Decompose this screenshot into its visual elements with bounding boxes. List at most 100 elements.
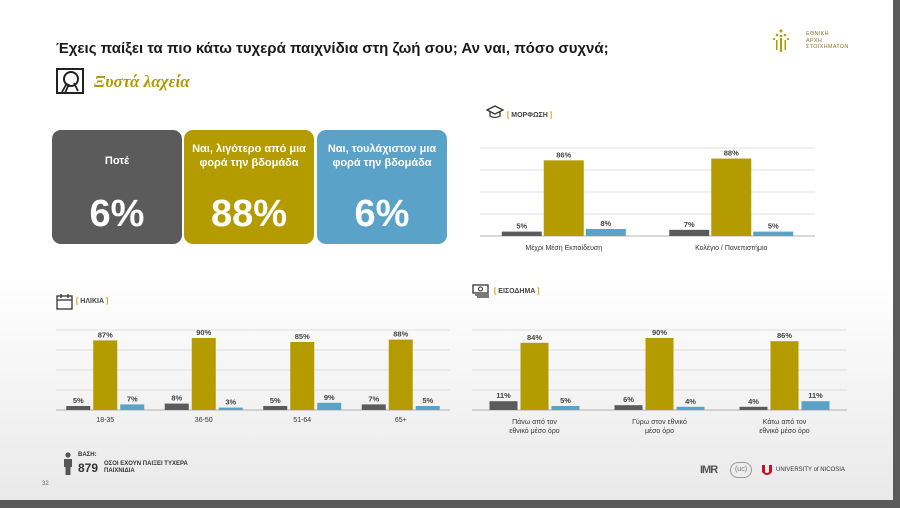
category-label: Γύρω στον εθνικό (632, 418, 687, 426)
data-label: 6% (623, 395, 634, 404)
bar (801, 401, 830, 410)
data-label: 4% (685, 397, 696, 406)
data-label: 88% (393, 330, 408, 339)
calendar-icon (56, 294, 73, 310)
uc-logo: (uc) (730, 462, 752, 478)
data-label: 8% (171, 394, 182, 403)
summary-never-label: Ποτέ (104, 155, 130, 167)
bar (585, 228, 626, 236)
data-label: 86% (777, 331, 792, 340)
bar (66, 406, 91, 410)
data-label: 7% (127, 394, 138, 403)
bar (317, 402, 342, 410)
summary-less-than-weekly-label: Ναι, λιγότερο από μια φορά την βδομάδα (192, 143, 306, 169)
bar (739, 406, 768, 410)
data-label: 3% (225, 398, 236, 407)
summary-weekly-box: Ναι, τουλάχιστον μια φορά την βδομάδα 6% (317, 130, 447, 244)
data-label: 85% (295, 332, 310, 341)
category-label: 51-64 (293, 417, 311, 424)
bar (669, 229, 710, 236)
bar (120, 404, 145, 410)
data-label: 87% (98, 330, 113, 339)
data-label: 86% (556, 150, 571, 159)
bar (263, 406, 288, 410)
base-count: 879 (78, 461, 99, 475)
summary-less-than-weekly-box: Ναι, λιγότερο από μια φορά την βδομάδα 8… (184, 130, 314, 244)
university-logo-icon (762, 465, 772, 475)
money-stack-icon (472, 284, 489, 298)
data-label: 90% (196, 328, 211, 337)
slide: { "title": "Έχεις παίξει τα πιο κάτω τυχ… (0, 0, 893, 500)
income-section-label: [ ΕΙΣΟΔΗΜΑ ] (494, 288, 540, 295)
brand-line-3: ΣΤΟΙΧΗΜΑΤΩΝ (806, 44, 849, 50)
bar (753, 231, 794, 236)
bar (501, 231, 542, 236)
bar (361, 404, 386, 410)
brand-logo: ΕΘΝΙΚΗ ΑΡΧΗ ΣΤΟΙΧΗΜΑΤΩΝ (770, 28, 860, 58)
scratch-card-icon (56, 68, 84, 94)
graduation-cap-icon (486, 105, 504, 119)
education-section-text: ΜΟΡΦΩΣΗ (511, 112, 548, 119)
data-label: 5% (516, 222, 527, 231)
person-icon (64, 452, 72, 475)
game-title: Ξυστά λαχεία (94, 72, 190, 91)
data-label: 8% (600, 219, 611, 228)
data-label: 11% (496, 391, 511, 400)
category-label: Πάνω από τον (512, 418, 557, 426)
data-label: 5% (560, 396, 571, 405)
category-label: Κάτω από τον (763, 418, 807, 426)
brand-text: ΕΘΝΙΚΗ ΑΡΧΗ ΣΤΟΙΧΗΜΑΤΩΝ (806, 31, 849, 51)
data-label: 5% (270, 396, 281, 405)
category-label: 65+ (395, 417, 407, 424)
data-label: 84% (527, 333, 542, 342)
brand-line-1: ΕΘΝΙΚΗ (806, 31, 829, 37)
brand-emblem-icon (772, 29, 790, 52)
data-label: 5% (422, 396, 433, 405)
data-label: 7% (684, 220, 695, 229)
data-label: 90% (652, 328, 667, 337)
bar (711, 158, 752, 236)
bar (676, 406, 705, 410)
bar (489, 401, 518, 410)
base-description: ΟΣΟΙ ΕΧΟΥΝ ΠΑΙΞΕΙ ΤΥΧΕΡΑ ΠΑΙΧΝΙΔΙΑ (104, 461, 188, 474)
bar (614, 405, 643, 410)
brand-line-2: ΑΡΧΗ (806, 37, 823, 44)
data-label: 88% (724, 149, 739, 158)
category-label: 18-35 (96, 417, 114, 424)
education-chart: 5% 86% 8% Μέχρι Μέση Εκπαίδευση 7% 88% 5% Κολέγ… (480, 147, 815, 252)
bar (164, 403, 189, 410)
data-label: 7% (368, 394, 379, 403)
income-section-text: ΕΙΣΟΔΗΜΑ (498, 288, 536, 295)
summary-weekly-label: Ναι, τουλάχιστον μια φορά την βδομάδα (327, 143, 437, 169)
bar (93, 340, 118, 410)
age-section-text: ΗΛΙΚΙΑ (80, 298, 105, 305)
data-label: 4% (748, 397, 759, 406)
bar (290, 342, 315, 410)
category-label: μέσο όρο (645, 427, 674, 435)
category-label: εθνικό μέσο όρο (509, 427, 560, 435)
base-label: ΒΑΣΗ: (78, 452, 97, 458)
data-label: 11% (808, 391, 823, 400)
slide-title: Έχεις παίξει τα πιο κάτω τυχερά παιχνίδι… (56, 40, 609, 57)
summary-less-than-weekly-value: 88% (210, 193, 288, 235)
age-section-label: [ ΗΛΙΚΙΑ ] (76, 298, 109, 305)
category-label: 36-50 (195, 417, 213, 424)
page-number: 32 (42, 481, 49, 487)
data-label: 5% (73, 396, 84, 405)
category-label: εθνικό μέσο όρο (759, 427, 810, 435)
bar (770, 341, 799, 410)
bar (388, 339, 413, 410)
bar (191, 338, 216, 410)
data-label: 5% (768, 222, 779, 231)
bar (415, 406, 440, 410)
data-label: 9% (324, 393, 335, 402)
bar (645, 338, 674, 410)
bar (520, 342, 549, 410)
category-label: Κολέγιο / Πανεπιστήμιο (695, 244, 767, 252)
age-chart: 5% 87% 7% 18-35 8% 90% 3% 36-50 5% 85% 9% 51-64 7% 88… (56, 328, 450, 424)
imr-logo: IMR (700, 464, 718, 476)
summary-never-box: Ποτέ 6% (52, 130, 182, 244)
summary-never-value: 6% (89, 193, 145, 235)
bar (543, 160, 584, 236)
